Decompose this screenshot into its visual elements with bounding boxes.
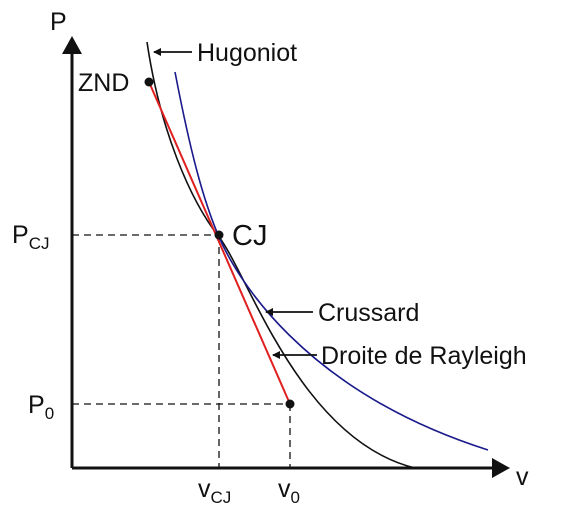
- label-main: v: [278, 475, 291, 503]
- cj-point: [214, 230, 224, 240]
- cj-label: CJ: [232, 220, 267, 252]
- label-sub: 0: [291, 488, 300, 507]
- x-axis-label: v: [516, 463, 529, 491]
- label-sub: CJ: [29, 234, 50, 253]
- rayleigh-label: Droite de Rayleigh: [321, 342, 527, 370]
- znd-label: ZND: [78, 69, 129, 97]
- p-cj-label: PCJ: [12, 221, 49, 253]
- x-arrow: [492, 458, 510, 478]
- label-main: v: [198, 475, 211, 503]
- v-cj-label: vCJ: [198, 475, 231, 507]
- crussard-label: Crussard: [318, 299, 419, 327]
- v0-label: v0: [278, 475, 300, 507]
- y-arrow: [62, 36, 82, 54]
- label-main: P: [28, 391, 45, 419]
- label-main: P: [12, 221, 29, 249]
- hugoniot-curve: [146, 41, 416, 469]
- hugoniot-label: Hugoniot: [197, 39, 297, 67]
- rayleigh-line: [148, 81, 291, 405]
- y-axis-label: P: [50, 8, 67, 36]
- crussard-curve: [174, 71, 489, 451]
- p0-point: [285, 399, 295, 409]
- label-sub: 0: [45, 404, 54, 423]
- p0-label: P0: [28, 391, 54, 423]
- znd-point: [144, 77, 154, 87]
- label-sub: CJ: [211, 488, 232, 507]
